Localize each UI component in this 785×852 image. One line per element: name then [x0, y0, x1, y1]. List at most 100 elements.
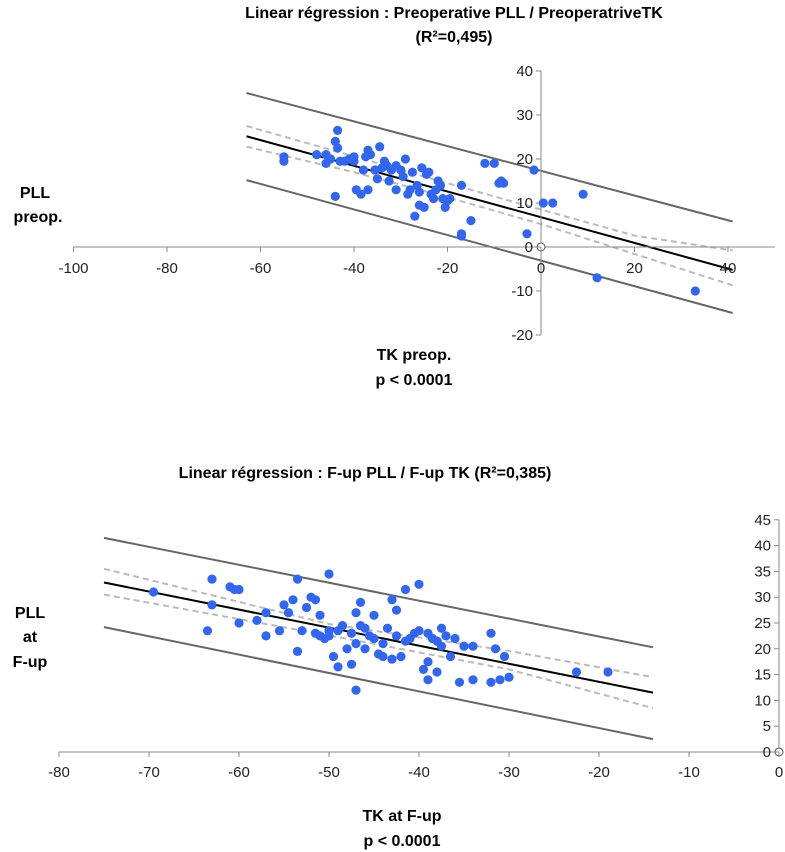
chart-1-ylabel-line-2: preop.: [14, 209, 63, 226]
chart-2-data-point: [333, 662, 343, 672]
chart-2-data-point: [324, 569, 334, 579]
chart-1-data-point: [456, 180, 467, 190]
chart-2-data-point: [324, 631, 334, 641]
chart-2-data-point: [283, 608, 294, 618]
chart-2-data-point: [252, 615, 262, 626]
chart-1-data-point: [398, 172, 408, 182]
chart-2-data-point: [486, 677, 496, 687]
chart-1-data-point: [466, 216, 476, 226]
chart-2-data-point: [315, 610, 325, 620]
chart-2-data-point: [450, 633, 460, 644]
chart-2-data-point: [355, 597, 366, 608]
chart-2-xlabel-sub: p < 0.0001: [364, 833, 441, 850]
chart-2-data-point: [279, 600, 289, 610]
chart-2-confidence-lower: [103, 593, 654, 710]
chart-2-prediction-upper: [103, 536, 654, 649]
chart-2-data-point: [369, 610, 379, 620]
chart-2-data-point: [387, 654, 397, 664]
chart-1-title: Linear régression : Preoperative PLL / P…: [245, 5, 663, 22]
chart-1-data-point: [326, 154, 336, 164]
chart-2-data-point: [432, 667, 442, 677]
chart-2-confidence-upper: [103, 567, 654, 679]
chart-2-data-point: [495, 675, 505, 685]
chart-1-y-tick-label: -20: [511, 327, 533, 344]
chart-2-data-point: [418, 664, 429, 675]
chart-1-data-point: [405, 185, 415, 195]
chart-2-y-tick-label: 5: [763, 718, 771, 735]
chart-2-data-point: [414, 579, 424, 589]
chart-2-data-point: [387, 595, 397, 605]
chart-1-data-point: [538, 198, 548, 208]
chart-1-data-point: [435, 180, 446, 190]
chart-1-data-point: [480, 158, 490, 168]
chart-1-data-point: [370, 165, 380, 175]
chart-2-data-point: [468, 675, 478, 685]
chart-2-data-point: [603, 667, 613, 677]
chart-1-data-point: [400, 154, 410, 164]
chart-2-y-tick-label: 15: [754, 667, 771, 684]
chart-2-x-tick-label: -20: [588, 764, 610, 781]
chart-1-data-point: [391, 185, 401, 195]
chart-2-points: [148, 569, 613, 695]
chart-2-data-point: [202, 626, 213, 636]
chart-1-data-point: [330, 191, 340, 201]
chart-2-data-point: [486, 628, 496, 638]
chart-2-x-tick-label: -10: [678, 764, 700, 781]
chart-2-data-point: [382, 623, 393, 633]
chart-2-data-point: [351, 685, 361, 695]
chart-1-y-tick-label: 20: [516, 151, 533, 168]
chart-1-data-point: [356, 189, 366, 199]
chart-1-x-tick-label: -60: [250, 260, 272, 277]
chart-2-y-tick-label: 0: [763, 744, 771, 761]
chart-1-y-tick-label: 30: [516, 107, 533, 124]
chart-1-data-point: [548, 198, 558, 208]
chart-1-data-point: [384, 176, 394, 186]
chart-2-y-tick-label: 25: [754, 615, 771, 632]
chart-2-data-point: [369, 633, 379, 644]
chart-1-data-point: [349, 152, 359, 162]
chart-1-x-tick-label: 20: [626, 260, 643, 277]
chart-2-data-point: [310, 595, 321, 605]
chart-2-data-point: [292, 646, 303, 657]
chart-2-data-point: [504, 672, 514, 682]
chart-2-y-tick-label: 30: [754, 589, 771, 606]
chart-2-data-point: [459, 641, 469, 651]
chart-2-tick-labels: -80 -70 -60 -50 -40 -30 -20 -10 00 5 10 15 20 25 30 35 4…: [48, 512, 783, 781]
chart-2-ylabel-line-2: at: [23, 629, 38, 646]
chart-2-y-tick-label: 35: [754, 563, 771, 580]
chart-2: Linear régression : F-up PLL / F-up TK (…: [13, 465, 784, 850]
chart-2-data-point: [234, 584, 244, 595]
chart-2-data-point: [391, 631, 402, 641]
chart-1-y-tick-label: -10: [511, 283, 533, 300]
chart-1-data-point: [456, 231, 467, 241]
chart-2-data-point: [499, 651, 510, 662]
chart-2-data-point: [346, 628, 357, 638]
chart-2-data-point: [288, 595, 298, 605]
chart-2-data-point: [261, 608, 271, 618]
chart-1-x-tick-label: -40: [343, 260, 365, 277]
chart-1-bands: [246, 92, 734, 314]
chart-1-data-point: [445, 194, 455, 204]
chart-1-data-point: [428, 194, 439, 204]
chart-2-data-point: [378, 639, 388, 649]
chart-1-data-point: [592, 273, 602, 283]
chart-2-data-point: [261, 631, 271, 641]
chart-2-data-point: [351, 639, 361, 649]
chart-1-data-point: [522, 229, 532, 239]
chart-2-axes: [58, 519, 784, 757]
chart-2-data-point: [454, 677, 465, 687]
chart-2-data-point: [328, 651, 339, 662]
chart-1-data-point: [333, 125, 343, 135]
chart-2-y-tick-label: 45: [754, 512, 771, 529]
chart-1-data-point: [358, 165, 368, 175]
chart-1-data-point: [417, 163, 427, 173]
chart-1-x-tick-label: 40: [720, 260, 737, 277]
chart-2-y-tick-label: 20: [754, 641, 771, 658]
chart-1-x-tick-label: -20: [437, 260, 459, 277]
chart-1-data-point: [365, 150, 375, 160]
chart-2-data-point: [234, 618, 244, 628]
chart-1-confidence-upper: [246, 125, 733, 252]
chart-2-x-tick-label: -30: [498, 764, 520, 781]
chart-1-data-point: [414, 187, 424, 197]
